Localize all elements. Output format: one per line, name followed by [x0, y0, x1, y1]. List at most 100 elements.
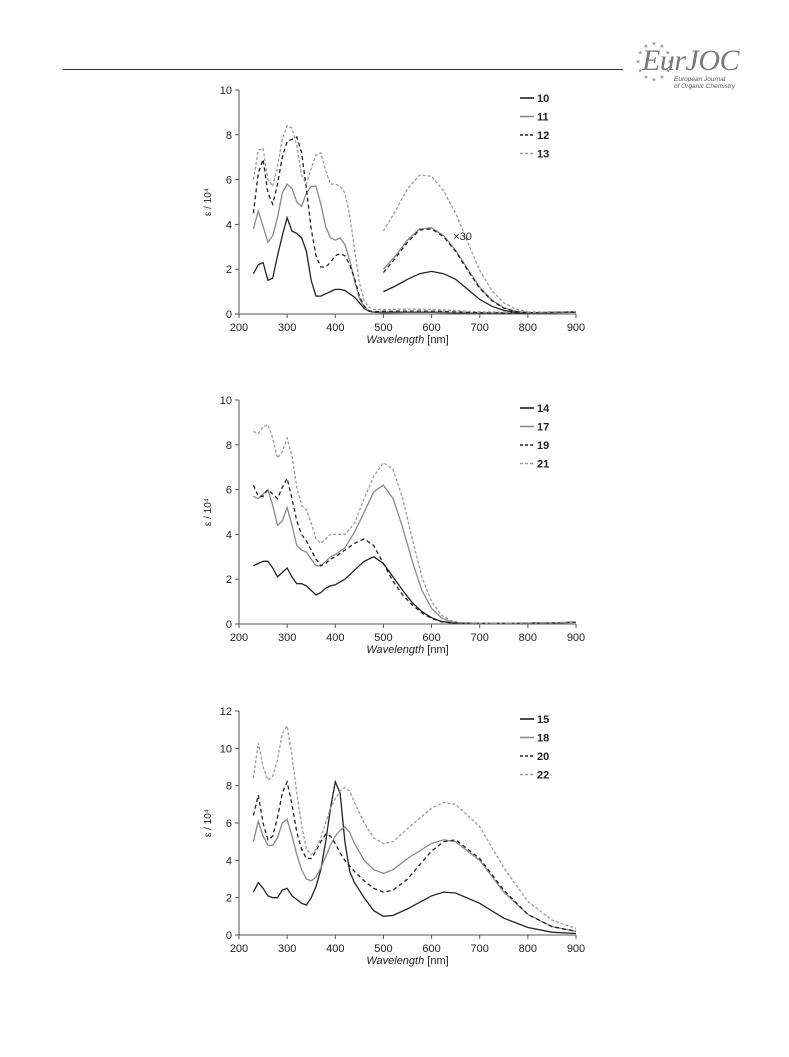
y-tick-label: 0	[226, 930, 232, 942]
x-tick-label: 300	[278, 322, 296, 334]
y-tick-label: 2	[226, 264, 232, 276]
legend-label-15: 15	[537, 714, 549, 726]
logo-star-icon: ★	[659, 43, 664, 50]
series-line-22	[252, 724, 577, 930]
x-tick-label: 500	[374, 322, 392, 334]
logo-subtitle-line1: European Journal	[674, 76, 726, 83]
legend-label-17: 17	[537, 422, 549, 434]
y-tick-label: 8	[226, 781, 232, 793]
star-ring-icon: ★★★★★★★★★ ★ ★★	[636, 41, 673, 84]
series-line-20	[252, 779, 577, 932]
logo-star-icon: ★	[665, 50, 670, 57]
legend-label-22: 22	[537, 770, 549, 782]
legend-label-19: 19	[537, 440, 549, 452]
legend-label-20: 20	[537, 751, 549, 763]
x-tick-label: 900	[567, 943, 585, 955]
page-header: ★ ★ ★ ★ ★ ★ ★ ★ ★ ★ ★ ★ EurJOC European Journal of …	[0, 0, 789, 95]
series-line-12	[252, 136, 577, 314]
x-tick-label: 600	[422, 632, 440, 644]
x-tick-label: 800	[519, 943, 537, 955]
logo-star-icon: ★	[659, 74, 664, 81]
series-line-15	[252, 779, 577, 935]
plot-area	[239, 90, 576, 314]
logo-star-icon: ★	[637, 50, 642, 57]
y-tick-label: 2	[226, 574, 232, 586]
chart-2: 200 300 400 500 600 700 800 900 0 2 4 6 8 10 Wavelengt…	[203, 395, 585, 656]
logo-star-icon: ★	[667, 59, 672, 66]
plot-area	[239, 400, 576, 624]
y-tick-label: 6	[226, 175, 232, 187]
x-tick-label: 600	[422, 322, 440, 334]
logo-subtitle-line2: of Organic Chemistry	[674, 83, 736, 90]
chart-1: 200 300 400 500 600 700 800 900 0 2 4 6 8 10 Wavelengt…	[203, 85, 585, 346]
series-line-21	[253, 423, 577, 624]
y-tick-label: 4	[226, 529, 232, 541]
chart-2-panel: 200 300 400 500 600 700 800 900 0 2 4 6 8 10 Wavelengt…	[0, 385, 789, 685]
y-tick-label: 0	[226, 619, 232, 631]
x-tick-label: 300	[278, 943, 296, 955]
legend-label-18: 18	[537, 733, 549, 745]
y-tick-label: 4	[226, 855, 232, 867]
series-x30-line-12	[382, 228, 528, 314]
y-axis-label: ε / 10⁴	[203, 498, 214, 526]
legend-label-21: 21	[537, 459, 549, 471]
series-line-19	[252, 476, 577, 624]
y-tick-label: 0	[226, 309, 232, 321]
x-tick-label: 500	[374, 943, 392, 955]
x-axis-label: Wavelength [nm]	[366, 334, 448, 346]
series-line-18	[252, 818, 577, 932]
y-tick-label: 4	[226, 219, 232, 231]
series-line-14	[253, 556, 577, 624]
x-tick-label: 400	[326, 632, 344, 644]
chart-1-panel: 200 300 400 500 600 700 800 900 0 2 4 6 8 10 Wavelengt…	[0, 75, 789, 375]
x-tick-label: 200	[230, 632, 248, 644]
y-tick-label: 10	[220, 85, 232, 97]
chart-3: 200 300 400 500 600 700 800 900 0 2 4 6 8 10 12 Wavelen…	[203, 706, 585, 967]
y-tick-label: 8	[226, 130, 232, 142]
logo-star-icon: ★	[651, 41, 656, 48]
y-tick-label: 10	[220, 395, 232, 407]
y-tick-label: 6	[226, 485, 232, 497]
y-tick-label: 12	[220, 706, 232, 718]
x-tick-label: 200	[230, 322, 248, 334]
x-tick-label: 600	[422, 943, 440, 955]
legend-label-11: 11	[537, 112, 549, 124]
x-tick-label: 800	[519, 322, 537, 334]
y-axis-label: ε / 10⁴	[203, 809, 214, 837]
x-tick-label: 200	[230, 943, 248, 955]
logo-star-icon: ★	[665, 68, 670, 75]
x-tick-label: 500	[374, 632, 392, 644]
logo-star-icon: ★	[643, 74, 648, 81]
x-tick-label: 300	[278, 632, 296, 644]
legend-label-10: 10	[537, 93, 549, 105]
logo-star-icon: ★	[636, 59, 641, 66]
x-tick-label: 800	[519, 632, 537, 644]
y-tick-label: 8	[226, 440, 232, 452]
x-tick-label: 700	[471, 322, 489, 334]
x30-annotation: ×30	[453, 231, 472, 243]
x-tick-label: 700	[471, 943, 489, 955]
logo-star-icon: ★	[651, 77, 656, 84]
eurjoc-logo: ★ ★ ★ ★ ★ ★ ★ ★ ★ ★ ★ ★ EurJOC European Journal of …	[636, 38, 766, 92]
legend-label-12: 12	[537, 130, 549, 142]
series-line-10	[252, 215, 577, 314]
x-tick-label: 700	[471, 632, 489, 644]
y-tick-label: 10	[220, 743, 232, 755]
series-x30-line-13	[382, 174, 529, 313]
legend-label-13: 13	[537, 149, 549, 161]
series-line-13	[252, 124, 577, 313]
x-axis-label: Wavelength [nm]	[366, 644, 448, 656]
y-axis-label: ε / 10⁴	[203, 188, 214, 216]
legend-label-14: 14	[537, 403, 550, 415]
chart-3-panel: 200 300 400 500 600 700 800 900 0 2 4 6 8 10 12 Wavelen…	[0, 696, 789, 996]
y-tick-label: 6	[226, 818, 232, 830]
y-tick-label: 2	[226, 893, 232, 905]
series-x30-line-10	[383, 270, 528, 314]
series-line-17	[253, 484, 577, 624]
logo-word: EurJOC	[642, 44, 740, 77]
header-rule	[63, 69, 623, 70]
x-tick-label: 900	[567, 322, 585, 334]
x-axis-label: Wavelength [nm]	[366, 955, 448, 967]
logo-star-icon: ★	[637, 68, 642, 75]
logo-star-icon: ★	[643, 43, 648, 50]
